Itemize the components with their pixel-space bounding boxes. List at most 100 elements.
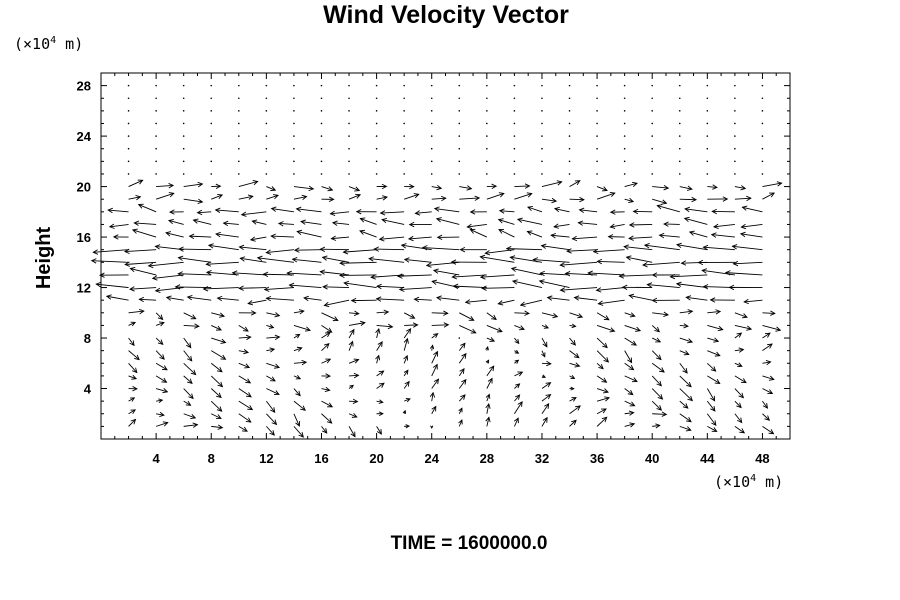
wind-vector-dot [210,147,213,150]
wind-vector-arrow [431,378,440,389]
wind-vector-arrow [421,245,460,251]
wind-vector-dot [458,97,461,100]
wind-vector-arrow [376,283,405,290]
wind-vector-arrow [266,400,276,413]
wind-vector-arrow [183,362,197,376]
wind-vector-arrow [679,375,692,388]
wind-vector-arrow [432,268,460,276]
wind-vector-dot [265,110,268,112]
wind-vector-arrow [288,282,322,289]
wind-vector-arrow [541,416,548,427]
wind-vector-dot [320,160,323,163]
wind-vector-arrow [207,243,239,251]
x-tick-label: 48 [755,451,769,466]
wind-vector-arrow [459,195,481,201]
wind-vector-dot [623,97,626,100]
wind-vector-arrow [514,192,533,200]
wind-vector-arrow [734,362,743,368]
wind-vector-dot [706,135,709,137]
wind-vector-arrow [734,388,745,399]
wind-vector-dot [210,110,213,112]
wind-vector-dot [375,135,378,137]
wind-vector-arrow [202,286,239,292]
wind-vector-arrow [376,183,388,190]
wind-vector-arrow [541,180,563,188]
wind-vector-dot [293,122,295,125]
wind-vector-arrow [373,246,405,252]
wind-vector-arrow [210,375,224,388]
wind-vector-arrow [183,198,204,204]
wind-vector-arrow [486,365,495,377]
wind-vector-dot [651,122,653,125]
wind-vector-arrow [321,196,335,202]
wind-vector-arrow [569,419,577,427]
wind-vector-arrow [651,362,665,373]
wind-vector-arrow [459,325,477,334]
wind-vector-arrow [596,324,616,333]
wind-vector-arrow [211,325,222,331]
wind-vector-arrow [321,413,333,424]
wind-vector-arrow [632,208,653,215]
wind-vector-arrow [238,375,252,384]
wind-vector-dot [486,173,488,175]
wind-vector-arrow [596,312,610,321]
wind-vector-dot [486,122,488,125]
wind-vector-dot [734,122,736,125]
wind-vector-arrow [155,350,165,360]
wind-vector-arrow [321,426,328,434]
wind-vector-arrow [679,425,692,432]
wind-vector-arrow [469,209,487,215]
wind-vector-arrow [174,284,212,290]
wind-vector-arrow [481,285,515,291]
wind-vector-arrow [452,283,487,289]
wind-vector-arrow [256,255,294,263]
wind-vector-arrow [155,312,164,321]
wind-vector-arrow [624,362,635,371]
wind-vector-arrow [270,233,294,239]
wind-vector-arrow [238,310,257,316]
wind-vector-arrow [697,259,735,266]
wind-vector-arrow [196,209,212,216]
wind-vector-arrow [577,220,598,226]
wind-vector-dot [486,160,488,163]
wind-vector-arrow [296,229,322,238]
wind-vector-arrow [451,274,487,280]
wind-vector-arrow [679,363,688,374]
wind-vector-arrow [431,405,437,414]
wind-vector-arrow [486,183,498,190]
wind-vector-arrow [539,270,570,277]
wind-vector-dot [761,135,764,137]
wind-vector-arrow [238,179,259,188]
wind-vector-arrow [596,258,625,265]
wind-vector-dot [293,97,295,100]
vector-field [90,84,783,438]
wind-vector-arrow [293,194,308,201]
wind-vector-dot [127,147,130,150]
wind-vector-arrow [734,195,752,202]
wind-vector-dot [623,84,626,87]
wind-vector-dot [734,97,736,100]
wind-vector-arrow [706,413,717,427]
wind-vector-arrow [609,209,625,215]
wind-vector-arrow [514,371,524,377]
wind-vector-arrow [293,324,311,332]
wind-vector-arrow [293,185,315,192]
wind-vector-arrow [466,223,487,230]
y-tick-label: 12 [77,281,91,296]
wind-vector-arrow [265,295,294,302]
wind-vector-arrow [485,393,491,402]
wind-vector-arrow [431,184,443,191]
wind-vector-arrow [266,312,281,318]
wind-vector-dot [596,110,598,112]
wind-vector-dot [623,135,626,137]
wind-vector-arrow [573,295,598,301]
wind-vector-arrow [510,266,543,276]
wind-vector-arrow [240,211,267,217]
wind-vector-arrow [155,375,168,383]
wind-vector-arrow [498,208,515,214]
wind-vector-arrow [265,249,294,255]
wind-vector-arrow [291,257,322,263]
wind-vector-arrow [266,334,281,340]
wind-vector-dot [651,110,653,112]
wind-vector-dot [127,84,130,87]
